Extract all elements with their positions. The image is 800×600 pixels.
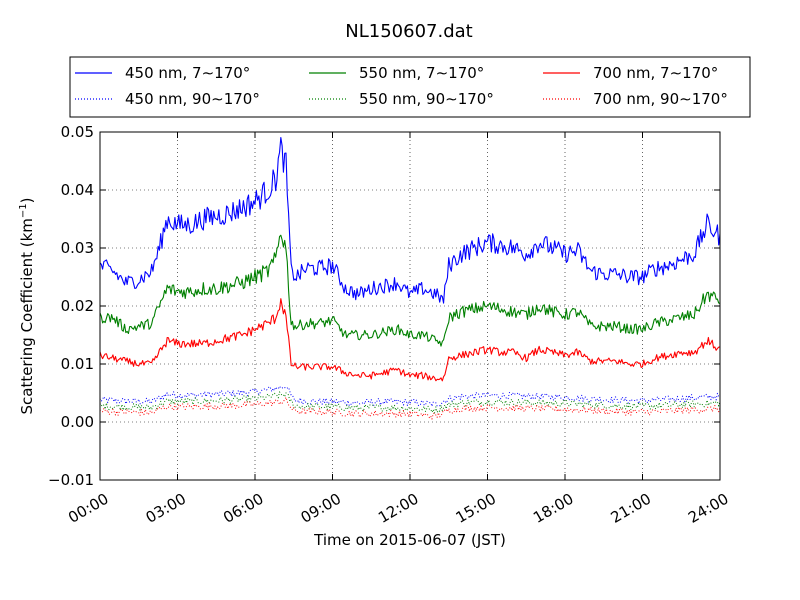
- y-axis-label: Scattering Coefficient (km−1): [18, 197, 36, 414]
- legend-entry: 550 nm, 7∼170°: [359, 64, 484, 82]
- x-tick-label: 18:00: [530, 490, 576, 527]
- x-tick-label: 15:00: [453, 490, 499, 527]
- x-tick-label: 03:00: [143, 490, 189, 527]
- y-axis-label-close: ): [18, 197, 36, 203]
- grid: [100, 132, 720, 480]
- legend-entry: 450 nm, 90∼170°: [125, 90, 260, 108]
- series-line: [99, 391, 721, 414]
- series-line: [99, 298, 721, 382]
- y-axis-label-main: Scattering Coefficient (km: [18, 218, 36, 414]
- y-tick-label: 0.01: [61, 355, 94, 373]
- legend-entry: 700 nm, 90∼170°: [593, 90, 728, 108]
- ticks: [99, 131, 721, 481]
- series-line: [99, 234, 721, 347]
- y-tick-label: −0.01: [48, 471, 94, 489]
- y-tick-label: 0.00: [61, 413, 94, 431]
- x-tick-label: 00:00: [65, 490, 111, 527]
- series-line: [99, 396, 721, 420]
- series-layer: [99, 137, 721, 420]
- y-tick-label: 0.02: [61, 297, 94, 315]
- x-tick-label: 09:00: [298, 490, 344, 527]
- y-tick-label: 0.03: [61, 239, 94, 257]
- legend-box: [69, 56, 751, 118]
- chart-title: NL150607.dat: [345, 21, 472, 42]
- legend: 450 nm, 7∼170° 550 nm, 7∼170° 700 nm, 7∼17…: [69, 56, 751, 118]
- y-axis-label-sup: −1: [18, 203, 29, 218]
- series-line: [99, 137, 721, 304]
- legend-entry: 450 nm, 7∼170°: [125, 64, 250, 82]
- legend-entry: 700 nm, 7∼170°: [593, 64, 718, 82]
- x-tick-label: 24:00: [685, 490, 731, 527]
- x-tick-label: 12:00: [375, 490, 421, 527]
- x-axis-label: Time on 2015-06-07 (JST): [313, 531, 506, 549]
- x-tick-label: 21:00: [608, 490, 654, 527]
- y-tick-label: 0.05: [61, 123, 94, 141]
- y-tick-label: 0.04: [61, 181, 94, 199]
- x-tick-label: 06:00: [220, 490, 266, 527]
- legend-entry: 550 nm, 90∼170°: [359, 90, 494, 108]
